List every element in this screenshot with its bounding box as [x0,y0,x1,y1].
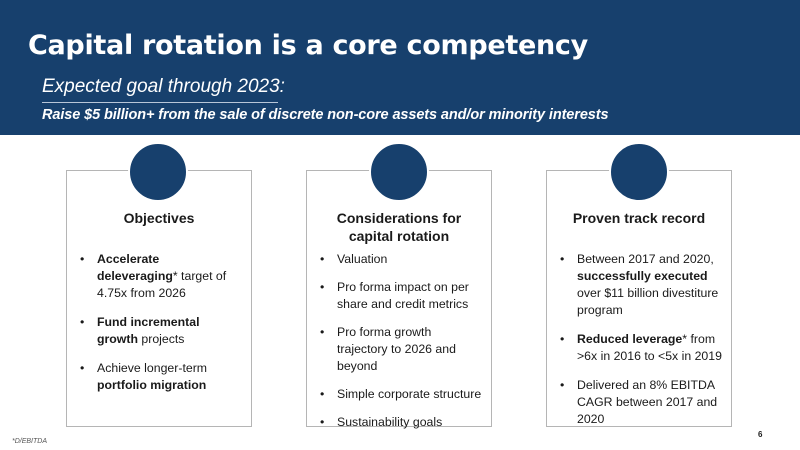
page-number: 6 [758,430,763,439]
list-item: • Between 2017 and 2020, successfully exe… [560,252,719,317]
title-banner [0,0,800,135]
list-item: • Fund incremental growth projects [80,315,200,346]
list-item: • Pro forma impact on per share and credi… [320,280,469,311]
list-item: • Achieve longer-term portfolio migration [80,361,208,392]
list-item: • Delivered an 8% EBITDA CAGR between 201… [560,378,718,426]
bullet-list: • Valuation • Pro forma impact on per shar… [317,251,483,442]
card-heading: Proven track record [572,210,706,226]
footnote: *D/EBITDA [12,438,48,445]
slide-title: Capital rotation is a core competency [28,30,588,61]
card-heading: Considerations for capital rotation [336,210,462,244]
bullet-list: • Accelerate deleveraging* target of 4.75… [77,251,243,406]
card-heading: Objectives [123,210,195,226]
objectives-card: Objectives • Accelerate deleveraging* tar… [66,170,252,427]
list-item: • Reduced leverage* from >6x in 2016 to <… [560,332,722,363]
track-record-card: Proven track record • Between 2017 and 20… [546,170,732,427]
subtitle-underline [42,102,278,103]
slide-subtitle: Expected goal through 2023: [42,76,285,97]
circle-icon [609,142,669,202]
list-item: • Simple corporate structure [320,387,482,401]
goal-statement: Raise $5 billion+ from the sale of discr… [42,107,609,123]
list-item: • Sustainability goals [320,415,443,429]
list-item: • Accelerate deleveraging* target of 4.75… [80,252,227,300]
circle-icon [128,142,188,202]
bullet-list: • Between 2017 and 2020, successfully exe… [557,251,723,440]
list-item: • Valuation [320,252,388,266]
circle-icon [369,142,429,202]
considerations-card: Considerations for capital rotation • Val… [306,170,492,429]
list-item: • Pro forma growth trajectory to 2026 and… [320,325,456,373]
